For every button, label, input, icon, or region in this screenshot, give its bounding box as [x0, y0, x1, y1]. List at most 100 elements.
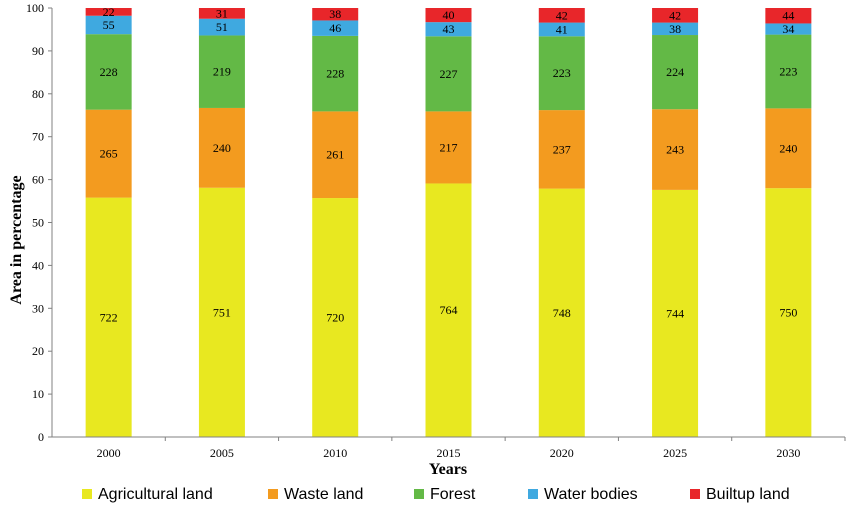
bar-segment: [538, 22, 585, 37]
x-tick-label: 2030: [776, 446, 800, 460]
x-axis-title: Years: [429, 461, 467, 478]
data-label: 46: [329, 21, 341, 35]
bar-segment: [198, 187, 245, 437]
data-label: 228: [326, 67, 344, 81]
bar-segment: [85, 109, 132, 198]
y-axis-ticks: 0 10 20 30 40 50 60 70 80 90 100: [26, 1, 52, 444]
y-tick-label: 70: [32, 130, 44, 144]
legend-label: Waste land: [284, 486, 363, 503]
data-label: 31: [216, 6, 228, 20]
x-tick-label: 2005: [210, 446, 234, 460]
data-label: 224: [666, 65, 684, 79]
data-label: 720: [326, 311, 344, 325]
bar-segment: [765, 34, 812, 109]
y-tick-label: 50: [32, 216, 44, 230]
legend-label: Water bodies: [544, 486, 638, 503]
data-label: 748: [553, 306, 571, 320]
y-axis-title: Area in percentage: [8, 175, 25, 304]
bar-segment: [312, 111, 359, 199]
bar-segment: [765, 108, 812, 189]
data-label: 38: [669, 22, 681, 36]
bar-segment: [652, 189, 699, 437]
bar-segment: [312, 35, 359, 112]
bar-segment: [425, 8, 472, 23]
bar-segment: [425, 36, 472, 112]
data-label: 227: [440, 67, 458, 81]
bar-segment: [652, 109, 699, 190]
bar-segment: [85, 8, 132, 16]
bar-segment: [85, 15, 132, 35]
bar-segment: [198, 107, 245, 188]
bar-segment: [538, 36, 585, 111]
data-label: 764: [440, 303, 458, 317]
data-label: 41: [556, 22, 568, 36]
data-label: 240: [213, 141, 231, 155]
legend-swatch: [268, 489, 278, 499]
bar-segment: [312, 20, 359, 36]
bar-segment: [652, 35, 699, 110]
data-label: 38: [329, 7, 341, 21]
y-tick-label: 20: [32, 344, 44, 358]
bar-segment: [425, 183, 472, 437]
data-label: 51: [216, 20, 228, 34]
data-label: 42: [669, 8, 681, 22]
data-label: 243: [666, 143, 684, 157]
data-label: 55: [103, 18, 115, 32]
y-tick-label: 0: [38, 430, 44, 444]
bar-segment: [652, 22, 699, 36]
data-label: 265: [100, 147, 118, 161]
bar-segment: [198, 35, 245, 108]
bar-segment: [425, 22, 472, 37]
data-label: 228: [100, 65, 118, 79]
y-tick-label: 100: [26, 1, 44, 15]
legend-label: Agricultural land: [98, 486, 213, 503]
data-label: 223: [553, 66, 571, 80]
data-label: 261: [326, 148, 344, 162]
y-tick-label: 90: [32, 44, 44, 58]
bar-segment: [198, 8, 245, 19]
data-label: 751: [213, 305, 231, 319]
bar-segment: [85, 197, 132, 437]
legend-swatch: [690, 489, 700, 499]
legend-label: Forest: [430, 486, 476, 503]
bar-segment: [538, 188, 585, 437]
bar-segment: [85, 34, 132, 110]
legend-label: Builtup land: [706, 486, 790, 503]
y-tick-label: 30: [32, 301, 44, 315]
bar-segment: [538, 110, 585, 189]
bar-segment: [425, 111, 472, 184]
bar-segment: [652, 8, 699, 23]
data-label: 223: [779, 64, 797, 78]
legend-swatch: [82, 489, 92, 499]
x-tick-label: 2020: [550, 446, 574, 460]
legend: Agricultural land Waste land Forest Water b…: [82, 486, 790, 503]
bars-layer: [85, 8, 812, 437]
data-label: 22: [103, 5, 115, 19]
data-label: 217: [440, 140, 458, 154]
data-label: 722: [100, 310, 118, 324]
y-tick-label: 40: [32, 258, 44, 272]
bar-segment: [765, 23, 812, 35]
legend-swatch: [528, 489, 538, 499]
segment-labels-layer: 7222652285522751240219513172026122846387…: [100, 5, 798, 325]
bar-segment: [765, 188, 812, 437]
bar-segment: [538, 8, 585, 23]
y-tick-label: 80: [32, 87, 44, 101]
bar-segment: [198, 18, 245, 36]
data-label: 237: [553, 142, 571, 156]
data-label: 744: [666, 306, 684, 320]
data-label: 750: [779, 306, 797, 320]
x-tick-label: 2010: [323, 446, 347, 460]
y-tick-label: 10: [32, 387, 44, 401]
bar-segment: [312, 198, 359, 437]
data-label: 219: [213, 65, 231, 79]
data-label: 42: [556, 8, 568, 22]
y-tick-label: 60: [32, 173, 44, 187]
data-label: 43: [443, 22, 455, 36]
x-tick-label: 2025: [663, 446, 687, 460]
x-tick-label: 2000: [97, 446, 121, 460]
legend-swatch: [414, 489, 424, 499]
data-label: 240: [779, 141, 797, 155]
data-label: 34: [782, 22, 794, 36]
